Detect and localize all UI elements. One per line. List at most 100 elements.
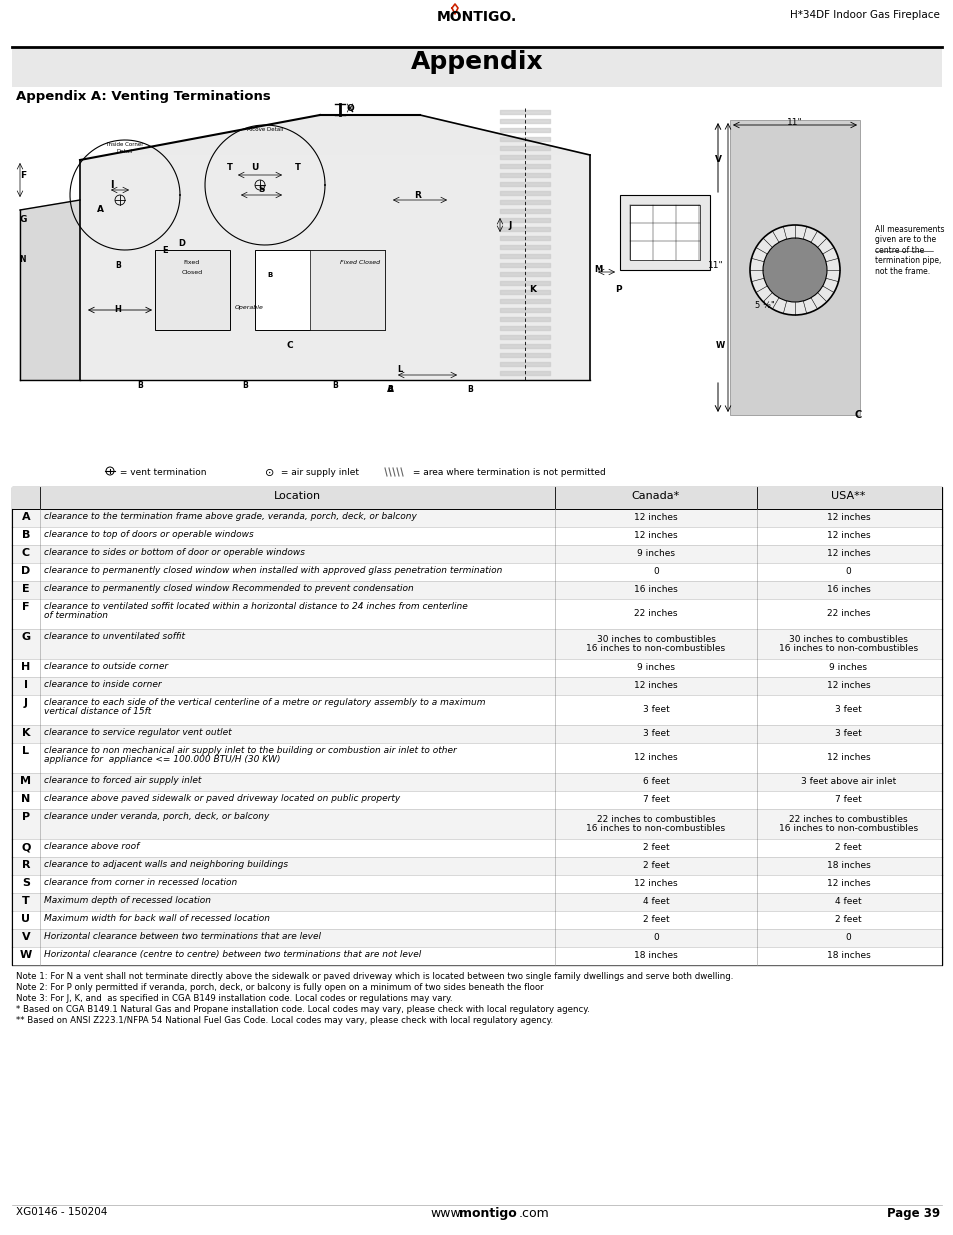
Text: Horizontal clearance (centre to centre) between two terminations that are not le: Horizontal clearance (centre to centre) … bbox=[44, 950, 421, 960]
Bar bbox=[12, 947, 941, 965]
Text: clearance to service regulator vent outlet: clearance to service regulator vent outl… bbox=[44, 727, 232, 737]
Bar bbox=[12, 677, 941, 695]
Text: 3 feet above air inlet: 3 feet above air inlet bbox=[800, 777, 895, 787]
Text: F: F bbox=[22, 601, 30, 613]
Bar bbox=[12, 527, 941, 545]
Text: 2 feet: 2 feet bbox=[642, 844, 669, 852]
Text: 12 inches: 12 inches bbox=[634, 879, 677, 888]
Text: * Based on CGA B149.1 Natural Gas and Propane installation code. Local codes may: * Based on CGA B149.1 Natural Gas and Pr… bbox=[16, 1005, 589, 1014]
Text: T: T bbox=[227, 163, 233, 172]
Text: 2 feet: 2 feet bbox=[834, 915, 861, 924]
Bar bbox=[310, 249, 385, 330]
Text: 3 feet: 3 feet bbox=[642, 705, 669, 714]
Text: B: B bbox=[467, 385, 473, 394]
Text: 12 inches: 12 inches bbox=[826, 514, 869, 522]
Bar bbox=[629, 205, 700, 261]
Text: A: A bbox=[96, 205, 103, 215]
Text: 9 inches: 9 inches bbox=[828, 663, 866, 672]
Text: V: V bbox=[714, 156, 720, 164]
Text: 0: 0 bbox=[844, 934, 850, 942]
Text: Note 3: For J, K, and  as specified in CGA B149 installation code. Local codes o: Note 3: For J, K, and as specified in CG… bbox=[16, 994, 452, 1003]
Text: appliance for  appliance <= 100.000 BTU/H (30 KW): appliance for appliance <= 100.000 BTU/H… bbox=[44, 756, 280, 764]
Text: N: N bbox=[20, 256, 27, 264]
Text: A: A bbox=[22, 513, 30, 522]
Text: = area where termination is not permitted: = area where termination is not permitte… bbox=[410, 468, 605, 477]
Text: clearance to outside corner: clearance to outside corner bbox=[44, 662, 168, 671]
Text: = air supply inlet: = air supply inlet bbox=[277, 468, 358, 477]
Text: 22 inches to combustibles: 22 inches to combustibles bbox=[788, 815, 907, 824]
Text: K: K bbox=[529, 285, 536, 294]
Text: 16 inches to non-combustibles: 16 inches to non-combustibles bbox=[778, 824, 917, 832]
Text: clearance to permanently closed window when installed with approved glass penetr: clearance to permanently closed window w… bbox=[44, 566, 502, 576]
Text: 3 feet: 3 feet bbox=[642, 729, 669, 739]
Text: U: U bbox=[251, 163, 258, 173]
Text: S: S bbox=[258, 185, 265, 194]
Text: 22 inches to combustibles: 22 inches to combustibles bbox=[596, 815, 715, 824]
Text: K: K bbox=[22, 727, 30, 739]
Text: Detail: Detail bbox=[117, 149, 133, 154]
Text: M: M bbox=[20, 776, 31, 785]
Text: D: D bbox=[178, 240, 185, 248]
Text: 12 inches: 12 inches bbox=[826, 550, 869, 558]
Text: 0: 0 bbox=[653, 934, 659, 942]
Text: D: D bbox=[21, 566, 30, 576]
Polygon shape bbox=[80, 156, 589, 380]
Text: Page 39: Page 39 bbox=[886, 1207, 939, 1220]
Text: 5 ½": 5 ½" bbox=[755, 300, 774, 310]
Polygon shape bbox=[20, 200, 80, 380]
Bar bbox=[12, 629, 941, 659]
Text: Q: Q bbox=[21, 842, 30, 852]
Text: 12 inches: 12 inches bbox=[634, 531, 677, 540]
Bar bbox=[12, 743, 941, 773]
Text: B: B bbox=[137, 380, 143, 389]
Text: Appendix: Appendix bbox=[410, 49, 543, 74]
Text: MONTIGO.: MONTIGO. bbox=[436, 10, 517, 23]
Text: 3 feet: 3 feet bbox=[834, 729, 861, 739]
Text: T: T bbox=[22, 897, 30, 906]
Text: N: N bbox=[21, 794, 30, 804]
Text: 2 feet: 2 feet bbox=[834, 844, 861, 852]
Text: Note 2: For P only permitted if veranda, porch, deck, or balcony is fully open o: Note 2: For P only permitted if veranda,… bbox=[16, 983, 543, 992]
Text: Fixed: Fixed bbox=[184, 261, 200, 266]
Text: M: M bbox=[594, 266, 601, 274]
Circle shape bbox=[762, 238, 826, 303]
Text: Note 1: For N a vent shall not terminate directly above the sidewalk or paved dr: Note 1: For N a vent shall not terminate… bbox=[16, 972, 733, 981]
Text: 12 inches: 12 inches bbox=[826, 682, 869, 690]
Text: 3 feet: 3 feet bbox=[834, 705, 861, 714]
Text: clearance to adjacent walls and neighboring buildings: clearance to adjacent walls and neighbor… bbox=[44, 860, 288, 869]
Text: I: I bbox=[111, 180, 113, 190]
Text: ⊙: ⊙ bbox=[265, 468, 274, 478]
Text: 9 inches: 9 inches bbox=[637, 550, 675, 558]
Text: 22 inches: 22 inches bbox=[634, 609, 677, 619]
Text: clearance to top of doors or operable windows: clearance to top of doors or operable wi… bbox=[44, 530, 253, 538]
Text: R: R bbox=[22, 860, 30, 869]
Text: Horizontal clearance between two terminations that are level: Horizontal clearance between two termina… bbox=[44, 932, 320, 941]
Text: Closed: Closed bbox=[181, 270, 202, 275]
Circle shape bbox=[749, 225, 840, 315]
Text: Operable: Operable bbox=[234, 305, 264, 310]
Polygon shape bbox=[80, 115, 589, 380]
Text: Fixed Closed: Fixed Closed bbox=[339, 261, 379, 266]
Text: 11": 11" bbox=[708, 261, 723, 269]
Bar bbox=[12, 839, 941, 857]
Text: 6 feet: 6 feet bbox=[642, 777, 669, 787]
Text: C: C bbox=[287, 341, 293, 350]
Text: www.: www. bbox=[430, 1207, 463, 1220]
Text: 12 inches: 12 inches bbox=[634, 514, 677, 522]
Text: montigo: montigo bbox=[458, 1207, 517, 1220]
Text: 4 feet: 4 feet bbox=[642, 898, 669, 906]
Bar bbox=[729, 120, 859, 415]
Bar bbox=[12, 47, 941, 86]
Text: 16 inches to non-combustibles: 16 inches to non-combustibles bbox=[586, 643, 725, 653]
Text: = vent termination: = vent termination bbox=[117, 468, 206, 477]
Text: clearance to each side of the vertical centerline of a metre or regulatory assem: clearance to each side of the vertical c… bbox=[44, 698, 485, 706]
Text: S: S bbox=[22, 878, 30, 888]
Text: clearance to permanently closed window Recommended to prevent condensation: clearance to permanently closed window R… bbox=[44, 584, 414, 593]
Text: clearance above paved sidewalk or paved driveway located on public property: clearance above paved sidewalk or paved … bbox=[44, 794, 400, 803]
Text: 12 inches: 12 inches bbox=[826, 753, 869, 762]
Bar bbox=[12, 487, 941, 509]
Text: All measurements
given are to the
centre of the
termination pipe,
not the frame.: All measurements given are to the centre… bbox=[874, 225, 943, 275]
Text: 16 inches: 16 inches bbox=[825, 585, 869, 594]
Text: 0: 0 bbox=[653, 567, 659, 577]
Text: clearance to ventilated soffit located within a horizontal distance to 24 inches: clearance to ventilated soffit located w… bbox=[44, 601, 467, 611]
